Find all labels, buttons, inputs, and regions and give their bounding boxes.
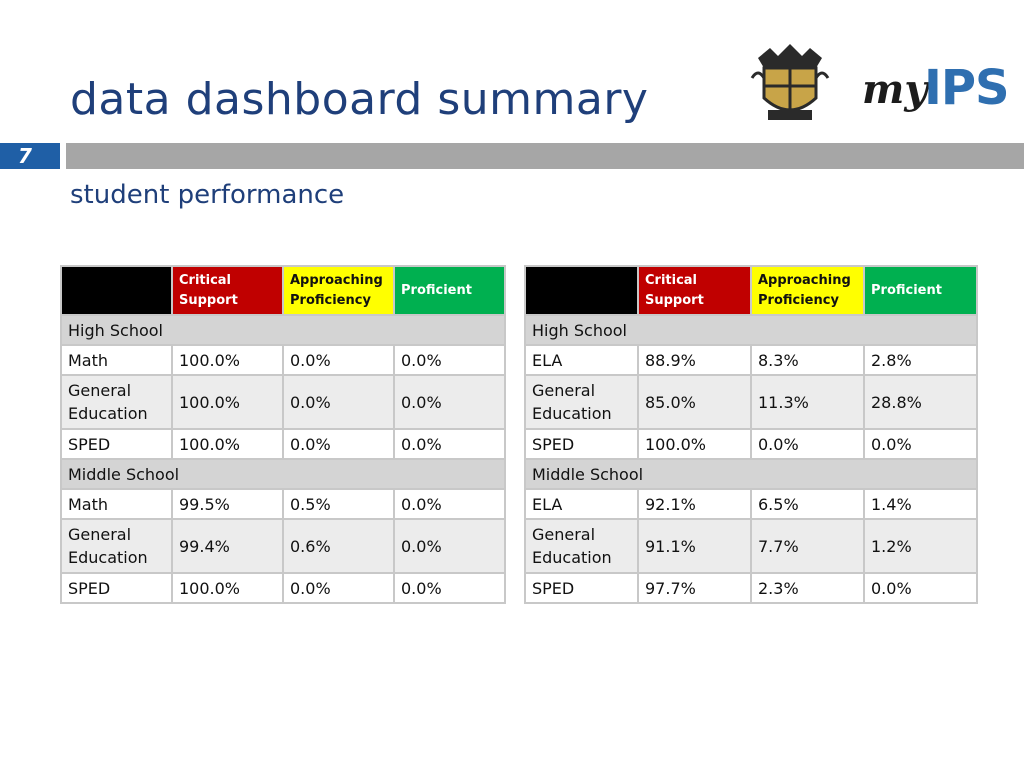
cell-approaching: 8.3% bbox=[750, 344, 865, 376]
cell-critical: 99.5% bbox=[171, 488, 284, 520]
row-label: SPED bbox=[524, 428, 639, 460]
section-row: Middle School bbox=[60, 458, 506, 490]
cell-critical: 91.1% bbox=[637, 518, 752, 574]
cell-approaching: 0.6% bbox=[282, 518, 395, 574]
cell-approaching: 0.0% bbox=[282, 572, 395, 604]
table-row: General Education 91.1% 7.7% 1.2% bbox=[524, 518, 978, 574]
table-row: ELA 92.1% 6.5% 1.4% bbox=[524, 488, 978, 520]
header-proficient: Proficient bbox=[863, 265, 978, 316]
cell-critical: 100.0% bbox=[171, 572, 284, 604]
cell-critical: 100.0% bbox=[171, 374, 284, 430]
row-label: General Education bbox=[524, 374, 639, 430]
slide-title: data dashboard summary bbox=[70, 74, 649, 125]
row-label: ELA bbox=[524, 488, 639, 520]
table-row: Math 99.5% 0.5% 0.0% bbox=[60, 488, 506, 520]
table-header-row: Critical Support Approaching Proficiency… bbox=[60, 265, 506, 316]
cell-proficient: 0.0% bbox=[393, 344, 506, 376]
header-approaching-proficiency: Approaching Proficiency bbox=[282, 265, 395, 316]
cell-critical: 92.1% bbox=[637, 488, 752, 520]
row-label: General Education bbox=[60, 374, 173, 430]
row-label: Math bbox=[60, 488, 173, 520]
logo-my-text: my bbox=[862, 66, 928, 113]
row-label: SPED bbox=[60, 572, 173, 604]
performance-table-math: Critical Support Approaching Proficiency… bbox=[60, 265, 506, 604]
header-approaching-proficiency: Approaching Proficiency bbox=[750, 265, 865, 316]
performance-table-ela: Critical Support Approaching Proficiency… bbox=[524, 265, 978, 604]
row-label: SPED bbox=[60, 428, 173, 460]
header-bar bbox=[66, 143, 1024, 169]
page-number: 7 bbox=[0, 143, 60, 169]
school-crest-icon bbox=[750, 44, 830, 120]
table-row: SPED 97.7% 2.3% 0.0% bbox=[524, 572, 978, 604]
logo-ips-text: IPS bbox=[924, 60, 1010, 116]
row-label: SPED bbox=[524, 572, 639, 604]
table-row: General Education 85.0% 11.3% 28.8% bbox=[524, 374, 978, 430]
cell-approaching: 11.3% bbox=[750, 374, 865, 430]
section-row: High School bbox=[60, 314, 506, 346]
row-label: General Education bbox=[60, 518, 173, 574]
header-proficient: Proficient bbox=[393, 265, 506, 316]
section-label: High School bbox=[60, 314, 506, 346]
table-row: General Education 99.4% 0.6% 0.0% bbox=[60, 518, 506, 574]
section-row: High School bbox=[524, 314, 978, 346]
cell-proficient: 1.4% bbox=[863, 488, 978, 520]
section-label: High School bbox=[524, 314, 978, 346]
section-row: Middle School bbox=[524, 458, 978, 490]
cell-proficient: 0.0% bbox=[393, 488, 506, 520]
cell-approaching: 0.5% bbox=[282, 488, 395, 520]
header-corner bbox=[524, 265, 639, 316]
cell-critical: 85.0% bbox=[637, 374, 752, 430]
cell-critical: 100.0% bbox=[171, 428, 284, 460]
cell-proficient: 1.2% bbox=[863, 518, 978, 574]
cell-critical: 100.0% bbox=[637, 428, 752, 460]
cell-approaching: 0.0% bbox=[282, 428, 395, 460]
cell-proficient: 0.0% bbox=[393, 518, 506, 574]
cell-critical: 100.0% bbox=[171, 344, 284, 376]
cell-critical: 99.4% bbox=[171, 518, 284, 574]
cell-approaching: 0.0% bbox=[282, 374, 395, 430]
row-label: ELA bbox=[524, 344, 639, 376]
cell-approaching: 0.0% bbox=[282, 344, 395, 376]
cell-critical: 88.9% bbox=[637, 344, 752, 376]
cell-approaching: 0.0% bbox=[750, 428, 865, 460]
cell-approaching: 6.5% bbox=[750, 488, 865, 520]
cell-approaching: 2.3% bbox=[750, 572, 865, 604]
header-critical-support: Critical Support bbox=[637, 265, 752, 316]
header-critical-support: Critical Support bbox=[171, 265, 284, 316]
myips-logo: my IPS bbox=[862, 60, 1010, 122]
table-row: SPED 100.0% 0.0% 0.0% bbox=[60, 428, 506, 460]
header-corner bbox=[60, 265, 173, 316]
cell-critical: 97.7% bbox=[637, 572, 752, 604]
cell-proficient: 0.0% bbox=[863, 428, 978, 460]
table-row: SPED 100.0% 0.0% 0.0% bbox=[524, 428, 978, 460]
cell-proficient: 0.0% bbox=[393, 374, 506, 430]
slide-subtitle: student performance bbox=[70, 180, 345, 210]
cell-approaching: 7.7% bbox=[750, 518, 865, 574]
cell-proficient: 0.0% bbox=[393, 428, 506, 460]
row-label: Math bbox=[60, 344, 173, 376]
section-label: Middle School bbox=[524, 458, 978, 490]
cell-proficient: 0.0% bbox=[863, 572, 978, 604]
cell-proficient: 0.0% bbox=[393, 572, 506, 604]
table-row: General Education 100.0% 0.0% 0.0% bbox=[60, 374, 506, 430]
row-label: General Education bbox=[524, 518, 639, 574]
table-row: ELA 88.9% 8.3% 2.8% bbox=[524, 344, 978, 376]
section-label: Middle School bbox=[60, 458, 506, 490]
cell-proficient: 28.8% bbox=[863, 374, 978, 430]
table-row: SPED 100.0% 0.0% 0.0% bbox=[60, 572, 506, 604]
cell-proficient: 2.8% bbox=[863, 344, 978, 376]
table-row: Math 100.0% 0.0% 0.0% bbox=[60, 344, 506, 376]
table-header-row: Critical Support Approaching Proficiency… bbox=[524, 265, 978, 316]
